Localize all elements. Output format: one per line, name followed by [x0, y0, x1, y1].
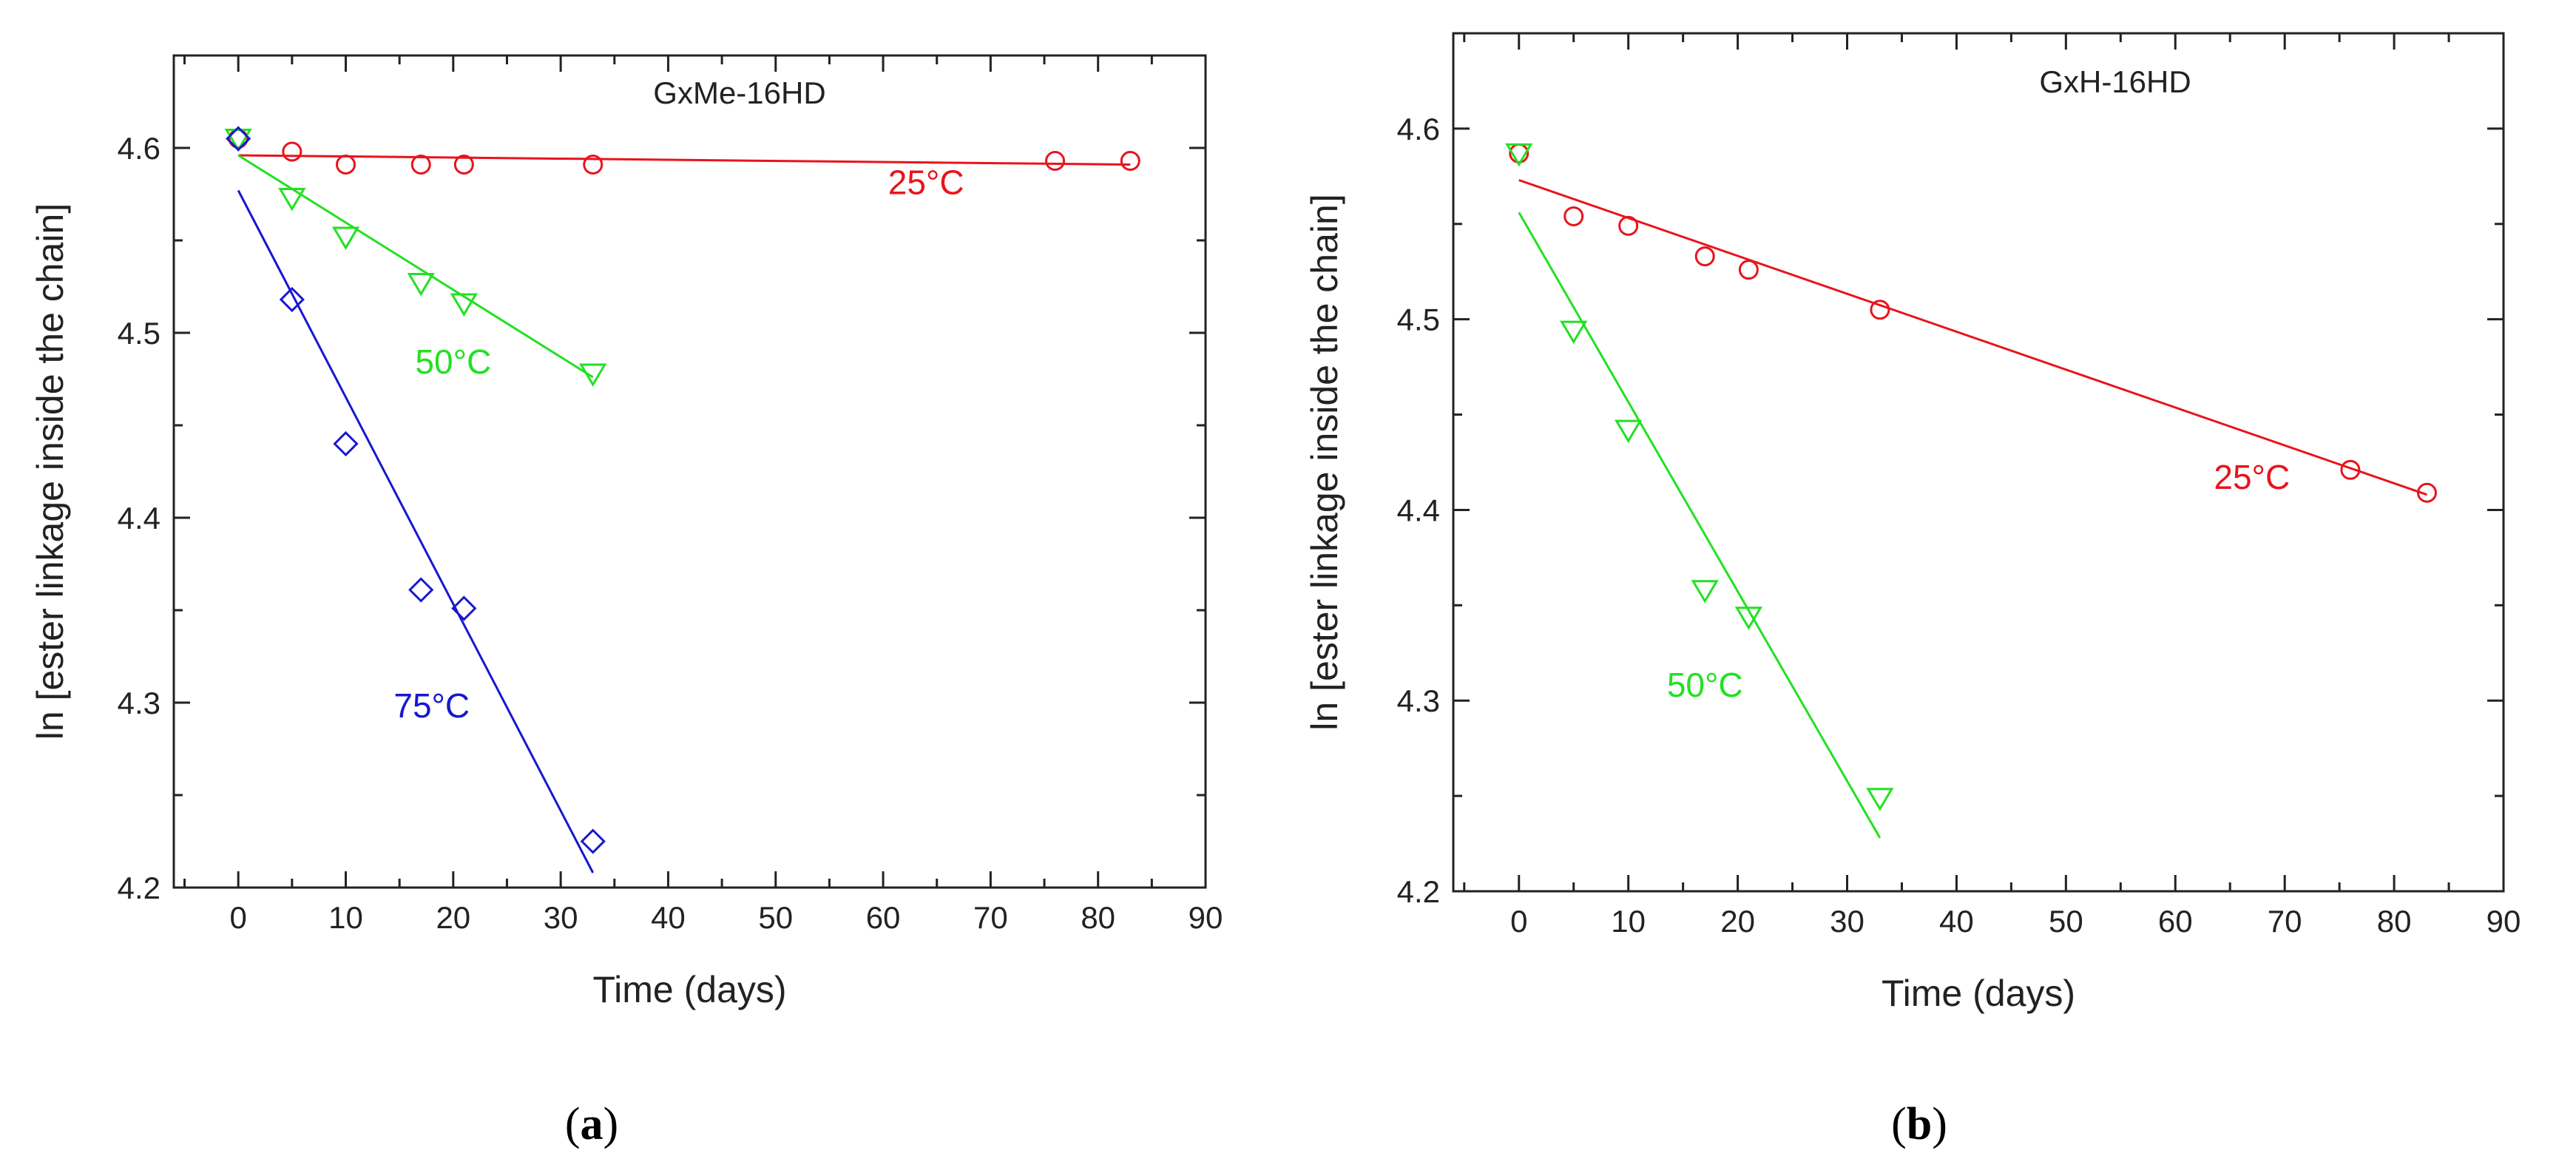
data-point — [1691, 580, 1719, 604]
data-point — [1615, 419, 1643, 444]
x-tick-label: 10 — [1611, 904, 1646, 939]
series-label: 25°C — [888, 163, 964, 202]
series-50CC: 50°C — [1505, 143, 1894, 839]
y-tick-label: 4.2 — [1397, 874, 1440, 909]
panel-title: GxH-16HD — [2039, 64, 2191, 99]
y-axis-title: ln [ester linkage inside the chain] — [1304, 194, 1345, 730]
x-tick-label: 90 — [1189, 900, 1223, 935]
x-tick-label: 40 — [1939, 904, 1974, 939]
x-tick-label: 80 — [1081, 900, 1115, 935]
fit-line — [1518, 212, 1882, 839]
data-point — [1866, 788, 1894, 811]
x-axis-title: Time (days) — [592, 969, 786, 1010]
data-point — [1120, 151, 1140, 171]
x-tick-label: 10 — [328, 900, 363, 935]
series-25CC: 25°C — [1509, 143, 2437, 503]
x-tick-label: 30 — [544, 900, 578, 935]
panel-caption: (a) — [565, 1099, 618, 1149]
x-tick-label: 40 — [651, 900, 686, 935]
y-tick-label: 4.6 — [1397, 112, 1440, 146]
data-point — [224, 129, 252, 152]
x-tick-label: 90 — [2487, 904, 2521, 939]
data-point — [2340, 459, 2361, 480]
x-tick-label: 70 — [973, 900, 1008, 935]
data-point — [408, 577, 434, 603]
y-tick-label: 4.3 — [118, 686, 160, 720]
data-point — [1870, 300, 1890, 320]
data-point — [1563, 206, 1584, 226]
y-tick-label: 4.4 — [118, 501, 160, 535]
x-tick-label: 50 — [2049, 904, 2083, 939]
data-point — [451, 595, 477, 621]
x-tick-label: 0 — [1510, 904, 1527, 939]
caption-letter: a — [581, 1099, 604, 1149]
data-point — [453, 155, 474, 175]
data-point — [1738, 260, 1759, 280]
panel-title: GxMe-16HD — [653, 75, 825, 110]
panel-a-chart: 0 10 20 30 40 50 60 70 80 90 4.2 4.3 4.4 4.5 4.6 Time (… — [30, 54, 1223, 1149]
series-label: 25°C — [2214, 458, 2290, 496]
fit-line — [1518, 179, 2427, 496]
plot-frame — [172, 54, 1207, 889]
data-point — [580, 828, 606, 854]
data-point — [282, 141, 302, 162]
data-point — [1618, 215, 1639, 236]
data-point — [1560, 320, 1588, 345]
data-point — [333, 430, 359, 457]
data-point — [2416, 482, 2437, 503]
series-50CC: 50°C — [224, 129, 607, 387]
y-tick-label: 4.3 — [1397, 683, 1440, 718]
data-point — [278, 188, 306, 212]
plot-frame — [1452, 32, 2505, 893]
caption-open-paren: ( — [1891, 1099, 1907, 1149]
x-tick-label: 70 — [2268, 904, 2302, 939]
series-label: 75°C — [393, 686, 470, 725]
x-tick-label: 20 — [436, 900, 470, 935]
data-point — [583, 155, 604, 175]
caption-close-paren: ) — [1932, 1099, 1947, 1149]
caption-close-paren: ) — [604, 1099, 619, 1149]
data-point — [450, 293, 478, 317]
x-tick-label: 60 — [2158, 904, 2193, 939]
y-axis-title: ln [ester linkage inside the chain] — [30, 203, 71, 740]
x-axis-title: Time (days) — [1882, 973, 2075, 1014]
x-tick-label: 60 — [866, 900, 901, 935]
series-label: 50°C — [415, 342, 491, 381]
series-label: 50°C — [1667, 666, 1743, 704]
caption-open-paren: ( — [565, 1099, 581, 1149]
y-tick-label: 4.5 — [118, 316, 160, 351]
y-tick-label: 4.6 — [118, 131, 160, 166]
y-tick-label: 4.5 — [1397, 303, 1440, 337]
data-point — [407, 273, 435, 297]
panel-b-chart: 0 10 20 30 40 50 60 70 80 90 4.2 4.3 4.4 4.5 4.6 Time (… — [1304, 32, 2521, 1149]
x-tick-label: 20 — [1720, 904, 1755, 939]
data-point — [1505, 143, 1533, 167]
series-75CC: 75°C — [226, 126, 606, 874]
data-point — [1045, 151, 1066, 171]
panel-caption: (b) — [1891, 1099, 1947, 1149]
data-point — [1694, 246, 1715, 267]
x-tick-label: 30 — [1830, 904, 1865, 939]
data-point — [410, 155, 431, 175]
y-tick-label: 4.2 — [118, 871, 160, 905]
series-25CC: 25°C — [228, 129, 1140, 202]
fit-line — [238, 154, 1131, 166]
data-point — [279, 286, 305, 313]
y-tick-label: 4.4 — [1397, 493, 1440, 527]
data-point — [226, 126, 251, 152]
data-point — [331, 226, 360, 250]
fit-line — [237, 189, 595, 874]
caption-letter: b — [1907, 1099, 1932, 1149]
data-point — [336, 155, 356, 175]
x-tick-label: 80 — [2377, 904, 2412, 939]
fit-line — [237, 154, 594, 379]
x-tick-label: 50 — [758, 900, 793, 935]
x-tick-label: 0 — [230, 900, 247, 935]
data-point — [1734, 606, 1763, 630]
data-point — [579, 363, 607, 387]
